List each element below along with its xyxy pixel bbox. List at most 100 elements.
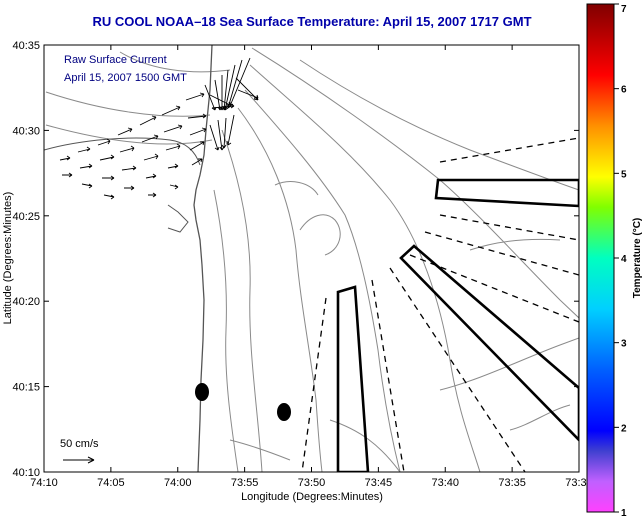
current-vector bbox=[62, 172, 73, 178]
current-vector bbox=[226, 114, 235, 146]
dashed-track-line bbox=[389, 267, 526, 472]
x-tick-label: 73:30 bbox=[565, 477, 593, 489]
coastline bbox=[44, 137, 201, 166]
scale-label: 50 cm/s bbox=[60, 438, 99, 450]
x-axis-label: Longitude (Degrees:Minutes) bbox=[241, 491, 383, 503]
colorbar-tick-label: 3 bbox=[621, 339, 627, 350]
contour-line bbox=[299, 59, 579, 191]
contour-line bbox=[439, 337, 579, 391]
current-vector bbox=[119, 145, 135, 153]
contour-line bbox=[45, 91, 211, 117]
contour-line bbox=[229, 439, 291, 461]
transect-box-southeast bbox=[399, 244, 579, 442]
contour-line bbox=[509, 404, 571, 431]
legend-current-date: April 15, 2007 1500 GMT bbox=[64, 72, 187, 84]
x-axis: 74:10 74:05 74:00 73:55 73:50 73:45 73:40 73:35… bbox=[30, 45, 593, 489]
current-vector bbox=[145, 173, 157, 179]
dashed-track-line bbox=[424, 231, 579, 276]
legend-current-label: Raw Surface Current bbox=[64, 54, 167, 66]
contour-line bbox=[244, 89, 401, 472]
current-vector bbox=[185, 92, 205, 101]
current-vector bbox=[124, 185, 135, 191]
y-axis: 40:10 40:15 40:20 40:25 40:30 40:35 bbox=[12, 40, 579, 479]
station-marker bbox=[277, 403, 291, 421]
x-tick-label: 73:40 bbox=[431, 477, 459, 489]
colorbar-axis: 1 2 3 4 5 6 7 bbox=[614, 3, 627, 518]
map-plot-area: 50 cm/s Raw Surface Current April 15, 20… bbox=[44, 45, 579, 472]
current-vector bbox=[59, 155, 71, 161]
contour-line bbox=[213, 189, 239, 472]
current-vector bbox=[81, 183, 93, 189]
current-vector bbox=[209, 124, 220, 151]
colorbar-tick-label: 4 bbox=[621, 254, 627, 265]
contour-line bbox=[249, 64, 481, 472]
coastline bbox=[193, 45, 213, 472]
current-vector bbox=[169, 184, 179, 190]
x-tick-label: 73:50 bbox=[298, 477, 326, 489]
plot-background bbox=[44, 45, 579, 472]
current-vector bbox=[209, 94, 231, 106]
surface-current-vectors bbox=[59, 57, 259, 200]
current-vector bbox=[102, 175, 115, 181]
colorbar-tick-label: 6 bbox=[621, 85, 627, 96]
current-vector bbox=[189, 127, 207, 136]
coastline bbox=[167, 204, 189, 233]
transect-box-south bbox=[336, 285, 370, 472]
current-vector bbox=[191, 158, 203, 166]
colorbar-label: Temperature (°C) bbox=[632, 218, 643, 299]
current-vector bbox=[211, 103, 235, 109]
contour-line bbox=[45, 124, 213, 145]
dashed-track-line bbox=[301, 297, 327, 472]
current-vector bbox=[187, 113, 207, 119]
current-vector bbox=[235, 77, 259, 101]
current-vector bbox=[139, 115, 157, 126]
y-tick-label: 40:15 bbox=[12, 382, 40, 394]
current-vector bbox=[117, 127, 133, 136]
y-tick-label: 40:30 bbox=[12, 125, 40, 137]
current-vector bbox=[141, 134, 159, 143]
y-tick-label: 40:10 bbox=[12, 467, 40, 479]
x-tick-label: 73:35 bbox=[498, 477, 526, 489]
y-tick-label: 40:20 bbox=[12, 296, 40, 308]
colorbar-tick-label: 7 bbox=[621, 4, 627, 15]
scale-arrow bbox=[63, 456, 95, 464]
x-tick-label: 74:00 bbox=[164, 477, 192, 489]
current-vector bbox=[148, 192, 157, 198]
dashed-track-line bbox=[439, 214, 579, 241]
chart-title: RU COOL NOAA–18 Sea Surface Temperature:… bbox=[92, 14, 531, 29]
transect-box-east bbox=[434, 178, 579, 208]
y-axis-label: Latitude (Degrees:Minutes) bbox=[2, 192, 14, 325]
x-tick-label: 74:05 bbox=[97, 477, 125, 489]
contour-line bbox=[119, 51, 231, 73]
x-tick-label: 74:10 bbox=[30, 477, 58, 489]
current-vector bbox=[77, 146, 91, 153]
current-vector bbox=[165, 143, 181, 151]
current-vector bbox=[121, 165, 137, 171]
current-vector bbox=[163, 124, 183, 133]
current-vector bbox=[189, 141, 205, 151]
colorbar-tick-label: 5 bbox=[621, 169, 627, 180]
dashed-track-line bbox=[439, 137, 579, 163]
colorbar-tick-label: 1 bbox=[621, 508, 627, 518]
current-vector bbox=[99, 154, 115, 161]
contour-line bbox=[274, 181, 319, 196]
x-tick-label: 73:55 bbox=[231, 477, 259, 489]
current-vector bbox=[161, 105, 181, 116]
colorbar-tick-label: 2 bbox=[621, 423, 627, 434]
y-tick-label: 40:25 bbox=[12, 211, 40, 223]
station-marker bbox=[195, 383, 209, 401]
transect-boxes bbox=[336, 178, 579, 472]
current-vector bbox=[143, 153, 159, 161]
contour-line bbox=[237, 107, 323, 472]
current-vector bbox=[167, 163, 179, 169]
dashed-track-lines bbox=[301, 137, 579, 472]
current-vector bbox=[97, 138, 111, 146]
current-vector bbox=[103, 194, 115, 200]
colorbar bbox=[586, 3, 615, 513]
current-vector bbox=[79, 163, 93, 169]
dashed-track-line bbox=[409, 254, 579, 323]
y-tick-label: 40:35 bbox=[12, 40, 40, 52]
contour-line bbox=[221, 129, 263, 472]
current-vector bbox=[221, 117, 227, 149]
